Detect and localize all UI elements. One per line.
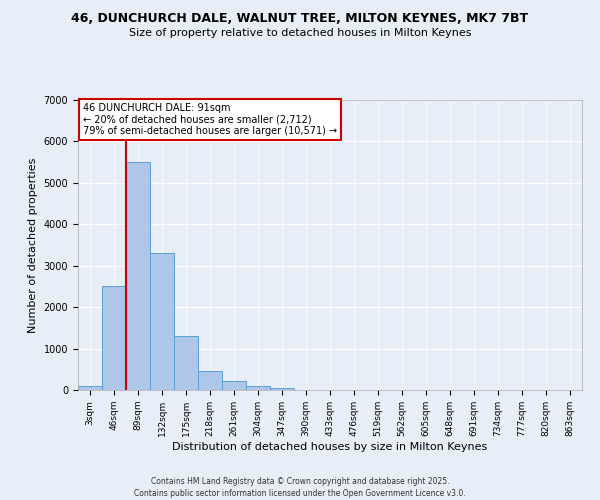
Bar bbox=[78, 386, 102, 390]
Y-axis label: Number of detached properties: Number of detached properties bbox=[28, 158, 38, 332]
Bar bbox=[246, 386, 270, 390]
Bar bbox=[102, 286, 126, 390]
X-axis label: Distribution of detached houses by size in Milton Keynes: Distribution of detached houses by size … bbox=[172, 442, 488, 452]
Bar bbox=[222, 381, 246, 390]
Text: 46, DUNCHURCH DALE, WALNUT TREE, MILTON KEYNES, MK7 7BT: 46, DUNCHURCH DALE, WALNUT TREE, MILTON … bbox=[71, 12, 529, 26]
Text: Contains HM Land Registry data © Crown copyright and database right 2025.: Contains HM Land Registry data © Crown c… bbox=[151, 478, 449, 486]
Bar bbox=[126, 162, 150, 390]
Bar bbox=[270, 388, 294, 390]
Bar bbox=[198, 372, 222, 390]
Text: Size of property relative to detached houses in Milton Keynes: Size of property relative to detached ho… bbox=[129, 28, 471, 38]
Bar bbox=[150, 254, 174, 390]
Text: Contains public sector information licensed under the Open Government Licence v3: Contains public sector information licen… bbox=[134, 489, 466, 498]
Text: 46 DUNCHURCH DALE: 91sqm
← 20% of detached houses are smaller (2,712)
79% of sem: 46 DUNCHURCH DALE: 91sqm ← 20% of detach… bbox=[83, 103, 337, 136]
Bar bbox=[174, 336, 198, 390]
